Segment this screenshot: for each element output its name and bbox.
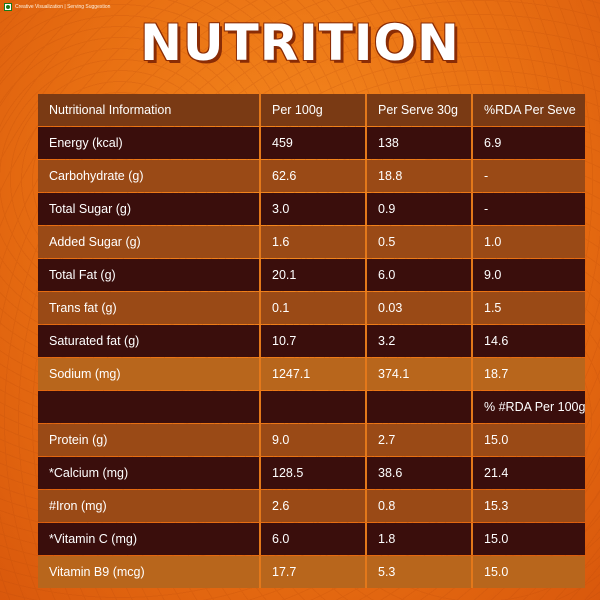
table-cell: 9.0 <box>473 259 585 291</box>
table-cell: 17.7 <box>261 556 367 588</box>
table-cell: 6.0 <box>261 523 367 555</box>
table-cell: 3.0 <box>261 193 367 225</box>
table-row: #Iron (mg) 2.6 0.8 15.3 <box>38 490 585 522</box>
table-cell: Total Sugar (g) <box>38 193 261 225</box>
table-cell: 0.1 <box>261 292 367 324</box>
header-cell: Nutritional Information <box>38 94 261 126</box>
veg-symbol-icon <box>4 3 12 11</box>
table-cell: 1.8 <box>367 523 473 555</box>
table-cell: 128.5 <box>261 457 367 489</box>
table-row: Carbohydrate (g) 62.6 18.8 - <box>38 160 585 192</box>
table-cell: 18.7 <box>473 358 585 390</box>
table-cell: *Vitamin C (mg) <box>38 523 261 555</box>
table-cell: 138 <box>367 127 473 159</box>
header-cell: %RDA Per Seve <box>473 94 585 126</box>
table-cell: 38.6 <box>367 457 473 489</box>
caption-text: Creative Visualization | Serving Suggest… <box>15 4 111 10</box>
table-cell: 9.0 <box>261 424 367 456</box>
header-cell: Per 100g <box>261 94 367 126</box>
table-cell: Added Sugar (g) <box>38 226 261 258</box>
table-cell: 1.0 <box>473 226 585 258</box>
table-cell: - <box>473 160 585 192</box>
table-cell: 15.0 <box>473 556 585 588</box>
table-row: Saturated fat (g) 10.7 3.2 14.6 <box>38 325 585 357</box>
table-cell: 62.6 <box>261 160 367 192</box>
table-cell: % #RDA Per 100g <box>473 391 585 423</box>
table-cell: 374.1 <box>367 358 473 390</box>
table-cell: 0.8 <box>367 490 473 522</box>
table-cell: 0.03 <box>367 292 473 324</box>
table-cell: 15.3 <box>473 490 585 522</box>
table-cell: 1.5 <box>473 292 585 324</box>
table-cell: 2.7 <box>367 424 473 456</box>
table-cell: 15.0 <box>473 523 585 555</box>
table-cell: 6.9 <box>473 127 585 159</box>
table-cell: 0.9 <box>367 193 473 225</box>
table-cell: - <box>473 193 585 225</box>
serving-caption: Creative Visualization | Serving Suggest… <box>4 3 110 11</box>
table-cell: Trans fat (g) <box>38 292 261 324</box>
table-row: Energy (kcal) 459 138 6.9 <box>38 127 585 159</box>
table-cell: 20.1 <box>261 259 367 291</box>
table-row: *Calcium (mg) 128.5 38.6 21.4 <box>38 457 585 489</box>
table-cell: Vitamin B9 (mcg) <box>38 556 261 588</box>
nutrition-table: Nutritional Information Per 100g Per Ser… <box>38 94 585 589</box>
table-cell: 18.8 <box>367 160 473 192</box>
table-row: *Vitamin C (mg) 6.0 1.8 15.0 <box>38 523 585 555</box>
page-title: NUTRITION <box>140 14 460 72</box>
table-header-row: Nutritional Information Per 100g Per Ser… <box>38 94 585 126</box>
table-cell: 1.6 <box>261 226 367 258</box>
table-cell: 14.6 <box>473 325 585 357</box>
table-row: Total Sugar (g) 3.0 0.9 - <box>38 193 585 225</box>
table-cell: 0.5 <box>367 226 473 258</box>
table-row: Vitamin B9 (mcg) 17.7 5.3 15.0 <box>38 556 585 588</box>
table-cell <box>38 391 261 423</box>
table-cell: Protein (g) <box>38 424 261 456</box>
table-row: Protein (g) 9.0 2.7 15.0 <box>38 424 585 456</box>
table-cell: 3.2 <box>367 325 473 357</box>
table-cell: Carbohydrate (g) <box>38 160 261 192</box>
table-cell: 2.6 <box>261 490 367 522</box>
table-cell: 5.3 <box>367 556 473 588</box>
table-row: Added Sugar (g) 1.6 0.5 1.0 <box>38 226 585 258</box>
table-cell: 459 <box>261 127 367 159</box>
table-cell: #Iron (mg) <box>38 490 261 522</box>
table-cell: Energy (kcal) <box>38 127 261 159</box>
table-cell: 1247.1 <box>261 358 367 390</box>
table-cell <box>367 391 473 423</box>
table-subheader-row: % #RDA Per 100g <box>38 391 585 423</box>
table-cell: 10.7 <box>261 325 367 357</box>
table-cell: Saturated fat (g) <box>38 325 261 357</box>
table-cell: 15.0 <box>473 424 585 456</box>
table-cell: 21.4 <box>473 457 585 489</box>
table-cell: *Calcium (mg) <box>38 457 261 489</box>
table-cell: Total Fat (g) <box>38 259 261 291</box>
table-cell: Sodium (mg) <box>38 358 261 390</box>
table-row: Sodium (mg) 1247.1 374.1 18.7 <box>38 358 585 390</box>
header-cell: Per Serve 30g <box>367 94 473 126</box>
table-cell: 6.0 <box>367 259 473 291</box>
table-cell <box>261 391 367 423</box>
table-row: Total Fat (g) 20.1 6.0 9.0 <box>38 259 585 291</box>
table-row: Trans fat (g) 0.1 0.03 1.5 <box>38 292 585 324</box>
